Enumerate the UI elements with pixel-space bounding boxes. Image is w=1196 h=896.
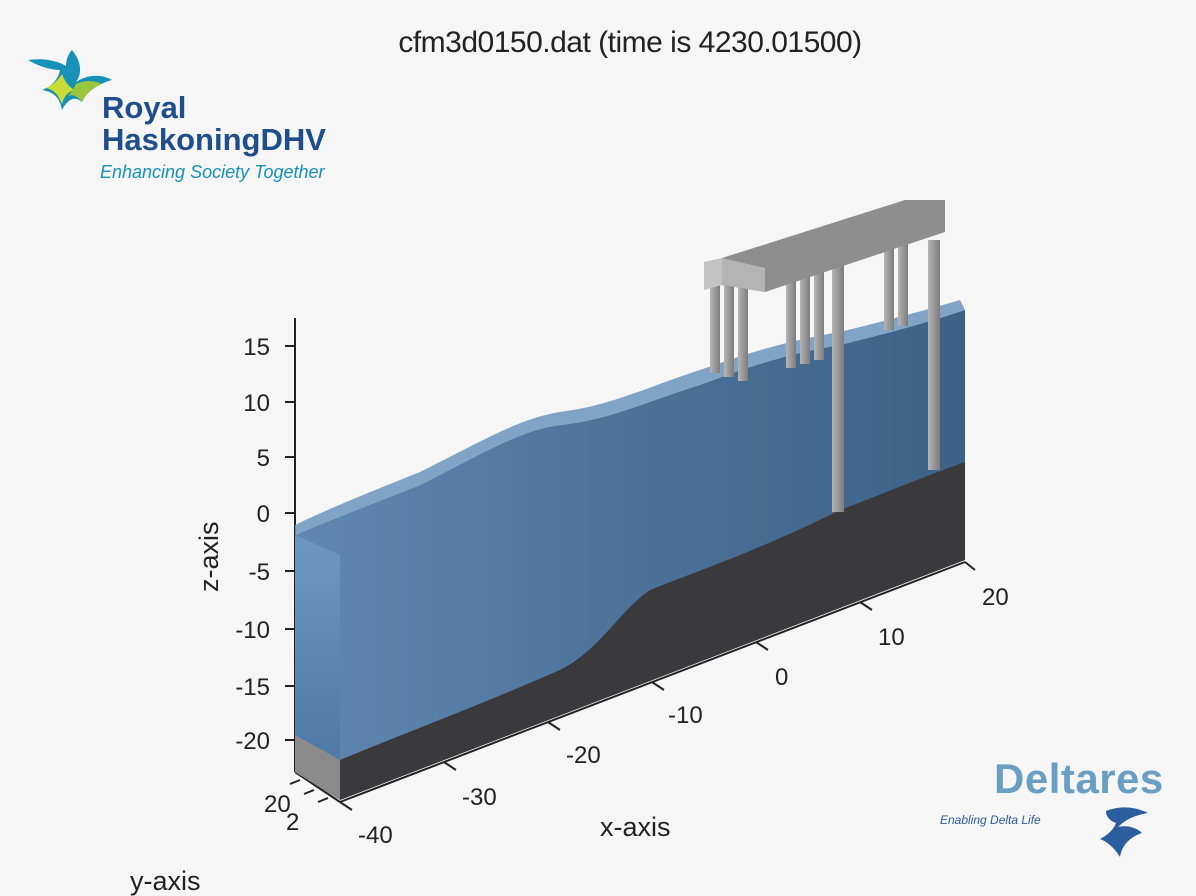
deltares-tagline: Enabling Delta Life (940, 813, 1041, 827)
z-tick-label: -10 (235, 617, 270, 644)
pile (814, 270, 824, 360)
plot-title: cfm3d0150.dat (time is 4230.01500) (398, 26, 862, 59)
rhdhv-logo: Royal HaskoningDHV Enhancing Society Tog… (24, 44, 354, 194)
x-tick-label: 0 (775, 664, 788, 691)
water-front-face (295, 535, 340, 760)
rhdhv-star-icon (28, 50, 112, 110)
deltares-name: Deltares (994, 755, 1164, 802)
pile (786, 278, 796, 368)
y-axis-label: y-axis (130, 866, 201, 896)
z-tick-label: 0 (257, 501, 270, 528)
deltares-wave-icon (1100, 807, 1148, 857)
pile (724, 282, 734, 377)
seabed-front-face (295, 735, 340, 800)
x-tick-label: 10 (878, 624, 905, 651)
pile (898, 244, 908, 326)
y-tick-label: 20 (264, 791, 291, 818)
rhdhv-tagline: Enhancing Society Together (100, 162, 325, 182)
pile (710, 278, 720, 373)
z-axis-label: z-axis (194, 521, 224, 592)
z-tick-label: -15 (235, 674, 270, 701)
pier-structure (704, 200, 945, 512)
pier-deck-side (722, 258, 765, 292)
z-tick-label: -20 (235, 728, 270, 755)
y-tick-label: 2 (286, 809, 299, 836)
seabed-side-face (340, 462, 965, 800)
z-tick-label: 15 (243, 334, 270, 361)
pile (738, 286, 748, 381)
y-axis-line (294, 771, 341, 803)
pier-deck-top (722, 200, 945, 292)
x-tick-label: 20 (982, 584, 1009, 611)
pile (884, 248, 894, 330)
pile (800, 274, 810, 364)
x-tick-label: -10 (668, 702, 703, 729)
x-ticks (339, 561, 976, 811)
rhdhv-name-line2: HaskoningDHV (102, 122, 326, 157)
x-tick-label: -20 (566, 742, 601, 769)
y-ticks (289, 779, 329, 803)
water-side-face (295, 310, 965, 800)
z-tick-label: 10 (243, 390, 270, 417)
x-axis-label: x-axis (600, 812, 671, 842)
pile (928, 240, 940, 470)
z-tick-label: -5 (249, 559, 270, 586)
x-tick-label: -30 (462, 784, 497, 811)
x-tick-label: -40 (358, 822, 393, 849)
deltares-logo: Deltares Enabling Delta Life (930, 755, 1180, 875)
rhdhv-name-line1: Royal (102, 90, 187, 125)
pier-deck-end (704, 258, 722, 290)
pile (832, 262, 844, 512)
z-ticks: 15 10 5 0 -5 -10 -15 -20 (235, 334, 295, 755)
z-tick-label: 5 (257, 445, 270, 472)
